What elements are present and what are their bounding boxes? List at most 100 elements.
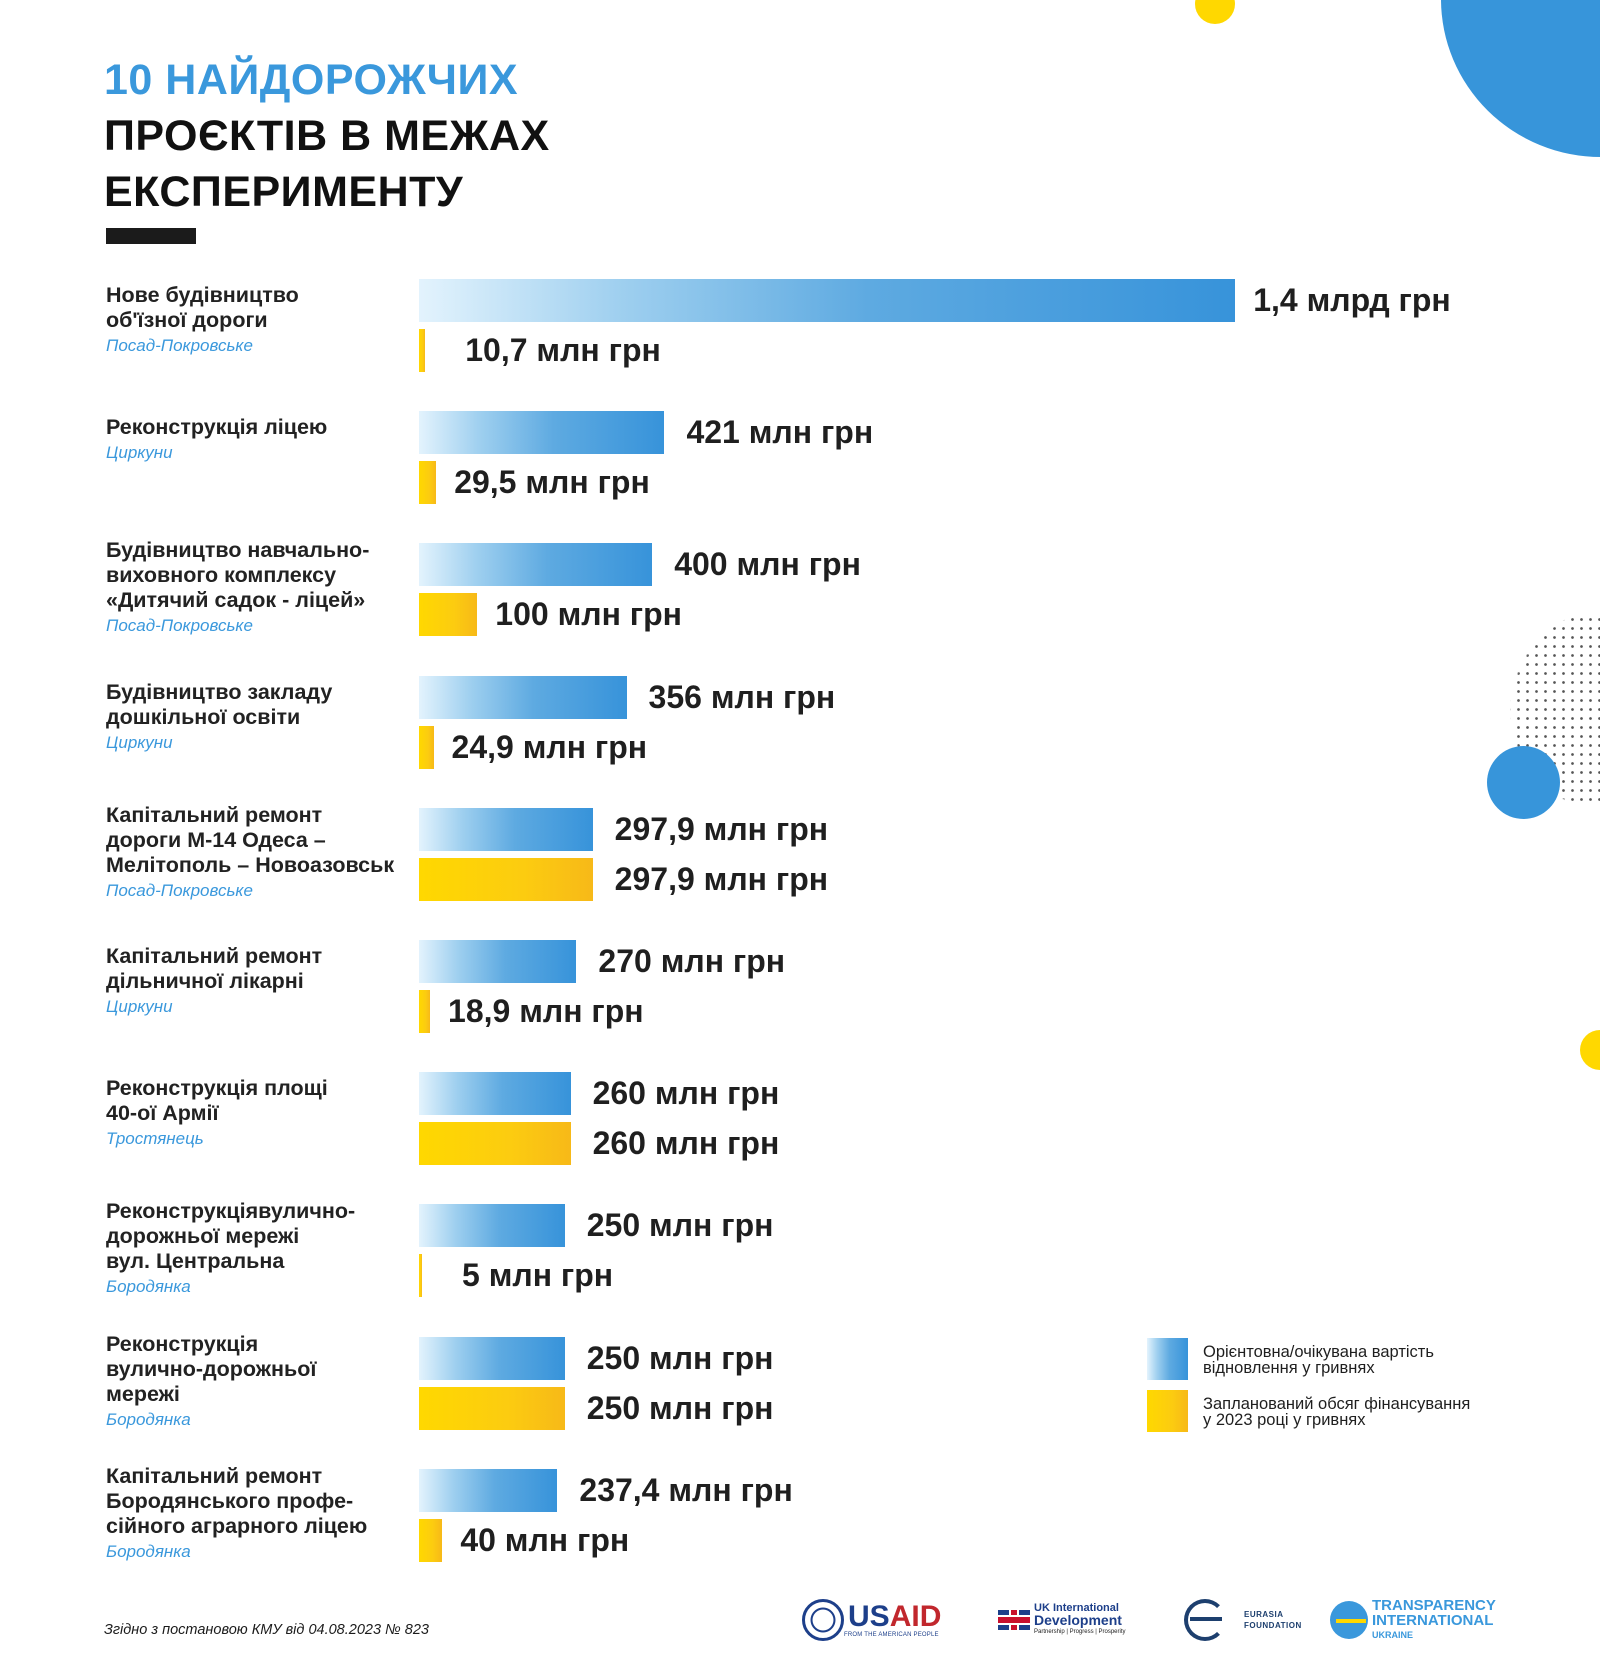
project-location: Циркуни xyxy=(106,997,173,1016)
project-label: Реконструкція ліцею Циркуни xyxy=(106,415,406,465)
plan-bar xyxy=(419,329,426,372)
cost-bar xyxy=(419,279,1236,322)
plan-value-label: 260 млн грн xyxy=(592,1125,780,1161)
decorative-blue-corner-shape xyxy=(1441,0,1600,157)
plan-value-label: 18,9 млн грн xyxy=(448,993,644,1029)
plan-bar xyxy=(419,990,431,1033)
plan-value-label: 100 млн грн xyxy=(495,596,682,632)
ti-figure-icon xyxy=(1330,1601,1368,1639)
transparency-international-ukraine-logo: TRANSPARENCY INTERNATIONAL UKRAINE xyxy=(1330,1597,1496,1643)
chart-row: Нове будівництво об'їзної дороги Посад-Пок… xyxy=(0,279,1600,411)
project-name-line: Реконструкціявулично- xyxy=(106,1199,356,1223)
usaid-logo: USAID FROM THE AMERICAN PEOPLE xyxy=(802,1597,941,1643)
project-name-line: мережі xyxy=(106,1382,180,1406)
plan-bar xyxy=(419,1387,565,1430)
title-line-1: 10 НАЙДОРОЖЧИХ xyxy=(104,56,519,104)
project-label: Реконструкціявулично-дорожньої мережі вул… xyxy=(106,1199,406,1299)
project-location: Бородянка xyxy=(106,1542,191,1561)
cost-bar xyxy=(419,676,627,719)
cost-value-label: 356 млн грн xyxy=(648,679,836,715)
project-label: Нове будівництво об'їзної дороги Посад-Пок… xyxy=(106,283,406,358)
project-name-line: вулично-дорожньої xyxy=(106,1357,317,1381)
project-location: Посад-Покровське xyxy=(106,616,253,635)
title-underline-bar xyxy=(106,228,196,244)
project-label: Капітальний ремонт дільничної лікарні Цирк… xyxy=(106,944,406,1019)
plan-value-label: 29,5 млн грн xyxy=(454,464,650,500)
project-name-line: Реконструкція xyxy=(106,1332,259,1356)
project-name-line: Будівництво закладу xyxy=(106,680,333,704)
usaid-seal-icon xyxy=(802,1599,844,1641)
cost-bar xyxy=(419,1072,571,1115)
project-name-line: дороги М-14 Одеса – xyxy=(106,828,326,852)
decorative-yellow-circle-right xyxy=(1580,1030,1600,1070)
chart-row: Будівництво закладу дошкільної освіти Цирк… xyxy=(0,676,1600,808)
uk-flag-icon xyxy=(998,1610,1030,1630)
project-name-line: сійного аграрного ліцею xyxy=(106,1514,368,1538)
source-footnote: Згідно з постановою КМУ від 04.08.2023 №… xyxy=(104,1622,429,1638)
decorative-blue-circle xyxy=(1487,746,1560,819)
plan-value-label: 10,7 млн грн xyxy=(465,332,661,368)
title-line-3: ЕКСПЕРИМЕНТУ xyxy=(104,168,464,216)
project-name-line: Бородянського профе- xyxy=(106,1489,354,1513)
plan-bar xyxy=(419,1122,571,1165)
cost-value-label: 250 млн грн xyxy=(586,1340,774,1376)
plan-bar xyxy=(419,461,437,504)
eurasia-foundation-logo: EURASIA FOUNDATION xyxy=(1184,1597,1302,1643)
cost-value-label: 237,4 млн грн xyxy=(579,1472,793,1508)
cost-bar xyxy=(419,1204,565,1247)
chart-row: Капітальний ремонт дільничної лікарні Цирк… xyxy=(0,940,1600,1072)
plan-bar xyxy=(419,858,593,901)
project-name-line: виховного комплексу xyxy=(106,563,337,587)
plan-bar xyxy=(419,726,434,769)
project-location: Посад-Покровське xyxy=(106,336,253,355)
project-location: Тростянець xyxy=(106,1129,204,1148)
plan-value-label: 24,9 млн грн xyxy=(451,729,648,765)
chart-row: Капітальний ремонт дороги М-14 Одеса – Мел… xyxy=(0,803,1600,940)
plan-bar xyxy=(419,1254,422,1297)
plan-bar xyxy=(419,1519,443,1562)
legend-label-cost: Орієнтовна/очікувана вартість відновленн… xyxy=(1203,1343,1434,1377)
cost-value-label: 260 млн грн xyxy=(592,1075,780,1111)
project-label: Капітальний ремонт дороги М-14 Одеса – Мел… xyxy=(106,803,406,903)
legend-swatch-blue xyxy=(1147,1338,1188,1380)
project-name-line: Реконструкція ліцею xyxy=(106,415,328,439)
chart-row: Будівництво навчально-виховного комплекс… xyxy=(0,538,1600,675)
decorative-yellow-circle-top xyxy=(1195,0,1235,24)
project-name-line: Нове будівництво xyxy=(106,283,299,307)
project-name-line: дорожньої мережі xyxy=(106,1224,300,1248)
project-name-line: вул. Центральна xyxy=(106,1249,285,1273)
project-name-line: 40-ої Армії xyxy=(106,1101,219,1125)
cost-value-label: 270 млн грн xyxy=(598,943,786,979)
project-label: Будівництво навчально-виховного комплекс… xyxy=(106,538,406,638)
cost-value-label: 297,9 млн грн xyxy=(614,811,829,847)
cost-bar xyxy=(419,1469,558,1512)
cost-value-label: 250 млн грн xyxy=(586,1207,774,1243)
project-name-line: Мелітополь – Новоазовськ xyxy=(106,853,395,877)
plan-bar xyxy=(419,593,478,636)
title-line-2: ПРОЄКТІВ В МЕЖАХ xyxy=(104,112,550,160)
plan-value-label: 297,9 млн грн xyxy=(614,861,829,897)
chart-row: Реконструкція площі 40-ої Армії Тростянець… xyxy=(0,1072,1600,1204)
project-name-line: об'їзної дороги xyxy=(106,308,268,332)
chart-row: Капітальний ремонт Бородянського профе-сі… xyxy=(0,1464,1600,1601)
project-name-line: Реконструкція площі xyxy=(106,1076,328,1100)
chart-row: Реконструкція ліцею Циркуни 421 млн грн 29,… xyxy=(0,411,1600,543)
project-name-line: Капітальний ремонт xyxy=(106,803,323,827)
project-location: Циркуни xyxy=(106,733,173,752)
page-title: 10 НАЙДОРОЖЧИХ ПРОЄКТІВ В МЕЖАХ ЕКСПЕРИМ… xyxy=(104,52,550,220)
plan-value-label: 5 млн грн xyxy=(462,1257,614,1293)
cost-bar xyxy=(419,411,665,454)
plan-value-label: 40 млн грн xyxy=(460,1522,630,1558)
cost-value-label: 1,4 млрд грн xyxy=(1253,282,1451,318)
cost-bar xyxy=(419,808,593,851)
eurasia-e-icon xyxy=(1184,1599,1226,1641)
cost-value-label: 421 млн грн xyxy=(686,414,874,450)
project-location: Посад-Покровське xyxy=(106,881,253,900)
chart-row: Реконструкція вулично-дорожньої мережі Боро… xyxy=(0,1332,1600,1469)
cost-bar xyxy=(419,543,653,586)
cost-bar xyxy=(419,940,577,983)
project-label: Реконструкція площі 40-ої Армії Тростянець xyxy=(106,1076,406,1151)
chart-row: Реконструкціявулично-дорожньої мережі вул… xyxy=(0,1199,1600,1336)
project-name-line: дошкільної освіти xyxy=(106,705,301,729)
project-name-line: «Дитячий садок - ліцей» xyxy=(106,588,366,612)
